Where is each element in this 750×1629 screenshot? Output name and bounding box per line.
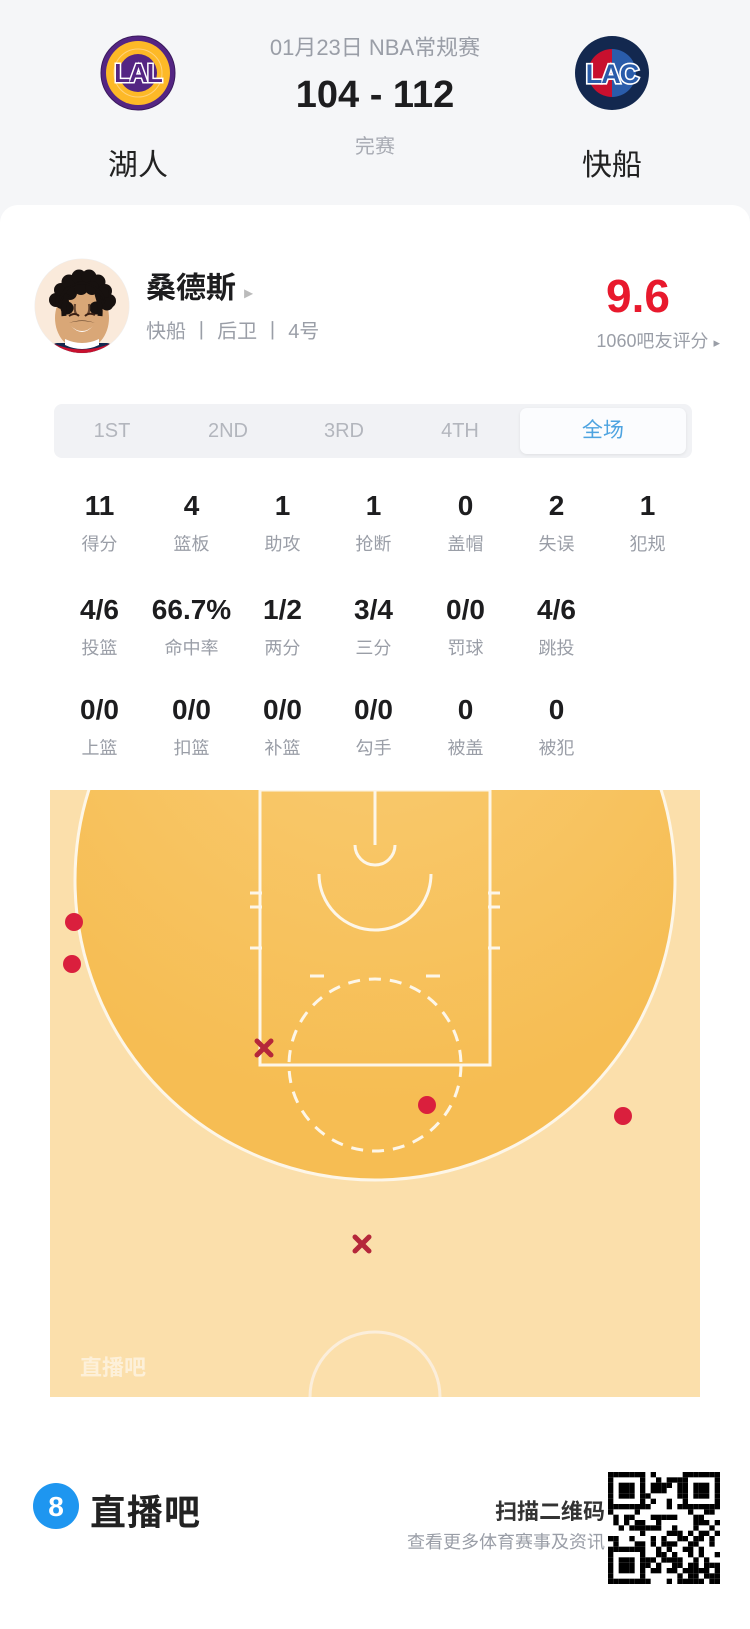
svg-text:直播吧: 直播吧 — [80, 1355, 146, 1380]
svg-text:LAL: LAL — [114, 58, 163, 88]
svg-text:8: 8 — [48, 1491, 64, 1522]
svg-text:LAC: LAC — [586, 59, 639, 89]
